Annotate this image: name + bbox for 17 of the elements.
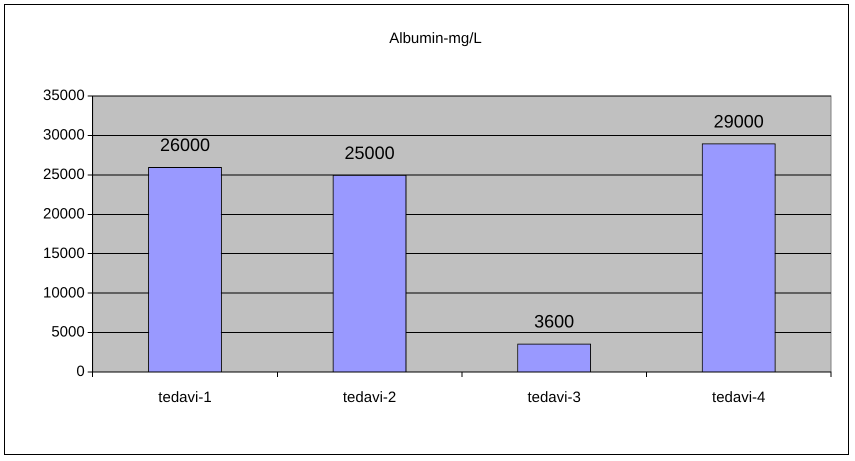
chart-title: Albumin-mg/L <box>389 30 482 48</box>
data-label: 25000 <box>344 142 395 163</box>
y-tick-label: 35000 <box>42 87 85 104</box>
y-tick-label: 30000 <box>42 126 85 144</box>
y-tick-label: 5000 <box>51 324 85 341</box>
y-tick-label: 20000 <box>42 205 85 222</box>
y-tick-label: 10000 <box>42 284 85 302</box>
x-tick-label: tedavi-3 <box>527 389 581 406</box>
data-label: 26000 <box>160 134 210 155</box>
y-tick-label: 15000 <box>42 244 85 262</box>
x-tick-label: tedavi-1 <box>158 389 212 406</box>
x-tick-label: tedavi-4 <box>712 389 766 406</box>
y-tick-label: 0 <box>76 363 85 380</box>
x-tick-label: tedavi-2 <box>342 389 396 406</box>
data-label: 29000 <box>714 111 764 132</box>
data-label: 3600 <box>534 312 574 332</box>
y-tick-label: 25000 <box>42 166 85 183</box>
